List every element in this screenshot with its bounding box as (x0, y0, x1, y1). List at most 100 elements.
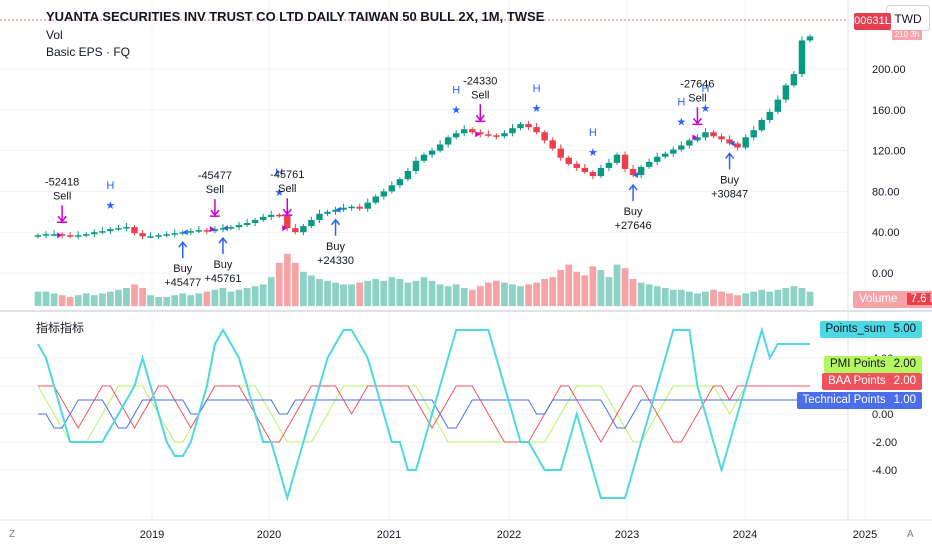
candle (99, 231, 106, 233)
sell-marker (475, 131, 481, 138)
eps-indicator-label[interactable]: Basic EPS · FQ (46, 45, 131, 59)
volume-bar (541, 279, 549, 306)
sell-label: Sell (206, 184, 224, 196)
candle (187, 231, 195, 233)
volume-bar (155, 297, 163, 306)
volume-bar (517, 286, 524, 306)
volume-bar (661, 288, 669, 306)
volume-bar (115, 289, 122, 306)
buy-label: Buy (624, 206, 643, 218)
legend-label: PMI Points (830, 358, 886, 370)
volume-bar (211, 289, 219, 306)
sell-label: Sell (53, 190, 71, 202)
volume-bar (74, 295, 82, 306)
volume-bar (332, 282, 339, 306)
volume-bar (147, 295, 154, 306)
candle (388, 185, 396, 192)
legend-label: Technical Points (802, 394, 886, 406)
candle (372, 196, 379, 203)
candle (629, 168, 637, 176)
candle (509, 128, 516, 134)
volume-bar (50, 293, 58, 306)
candles (34, 34, 814, 240)
volume-bar (734, 295, 742, 306)
volume-bar (790, 286, 798, 306)
candle (356, 206, 363, 209)
candle (235, 225, 243, 228)
grid (0, 0, 932, 521)
candle (203, 230, 211, 232)
sell-label: Sell (471, 89, 489, 101)
candle (710, 132, 717, 137)
sell-arrowhead (475, 114, 485, 122)
candle (428, 150, 436, 155)
lower-tick-label: 0.00 (872, 409, 893, 421)
volume-bar (356, 282, 364, 306)
candle (541, 132, 548, 141)
legend-baa-points: BAA Points 2.00 (822, 373, 922, 390)
candle (316, 213, 323, 220)
candle (549, 140, 556, 149)
legend-value: 2.00 (893, 375, 916, 387)
candle (798, 40, 806, 75)
volume-bar (388, 277, 396, 306)
volume-bar (82, 293, 90, 306)
volume-bar (782, 288, 790, 306)
volume-bar (275, 262, 283, 306)
candle (613, 154, 621, 163)
star-icon: ★ (105, 200, 115, 212)
timezone-icon[interactable]: Z (9, 529, 16, 540)
trade-signals: H★H★H★H★H★H★H★Sell-52418Sell-45477Sell-4… (45, 75, 748, 289)
time-tick-label: 2019 (140, 529, 164, 541)
price-tick-label: 40.00 (872, 227, 900, 239)
volume-bar (565, 264, 573, 306)
volume-indicator-label[interactable]: Vol (46, 28, 63, 42)
legend-value: 1.00 (893, 394, 916, 406)
sell-arrowhead (282, 208, 292, 216)
candle (412, 160, 420, 171)
volume-bar (372, 279, 380, 306)
volume-bar (589, 266, 597, 306)
technical-points-line (38, 399, 810, 429)
volume-bar (187, 295, 195, 306)
candle (662, 153, 669, 157)
volume-bar (267, 277, 275, 306)
volume-bar (139, 288, 146, 306)
high-mark-label: H (452, 84, 460, 96)
candle (58, 234, 66, 236)
sell-amount: -27646 (680, 78, 714, 90)
candle (259, 216, 267, 220)
currency-button[interactable]: TWD (886, 5, 930, 31)
volume-bar (203, 291, 211, 306)
volume-bar (669, 289, 677, 306)
buy-arrowhead (218, 236, 228, 244)
candle (324, 211, 331, 214)
candle (653, 156, 661, 162)
auto-scale-icon[interactable]: A (907, 529, 914, 540)
volume-bar (227, 291, 235, 306)
candle (621, 154, 629, 169)
candle (284, 215, 291, 229)
volume-bar (710, 289, 717, 306)
buy-marker (335, 206, 341, 213)
candle (678, 145, 685, 150)
time-tick-label: 2024 (733, 529, 757, 541)
volume-bar (219, 288, 227, 306)
sell-marker (57, 232, 63, 239)
candle (477, 132, 484, 135)
candle (155, 235, 162, 237)
points-sum-line (37, 326, 810, 502)
price-tick-label: 160.00 (872, 105, 906, 117)
candle (131, 227, 138, 234)
candle (332, 209, 339, 212)
volume-bar (645, 284, 653, 306)
time-tick-label: 2020 (257, 529, 281, 541)
volume-bar (694, 293, 701, 306)
lower-pane-title: 指标指标 (36, 321, 85, 335)
candle (790, 74, 798, 86)
star-icon: ★ (701, 103, 711, 115)
volume-bar (742, 293, 750, 306)
candle (517, 124, 524, 129)
volume-bar (291, 262, 299, 306)
